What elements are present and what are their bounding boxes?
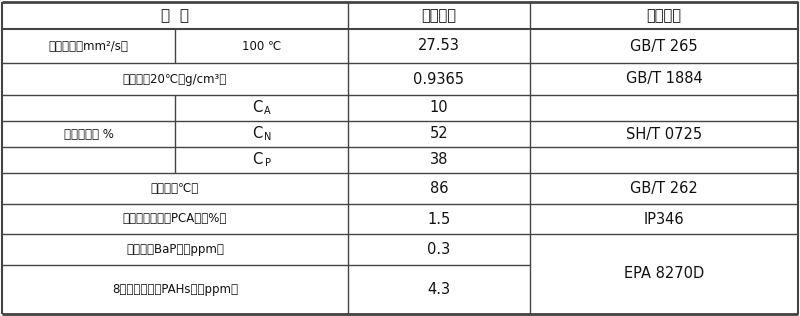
Text: 检测结果: 检测结果: [422, 8, 457, 23]
Text: 结构族组成 %: 结构族组成 %: [63, 127, 114, 141]
Text: EPA 8270D: EPA 8270D: [624, 266, 704, 282]
Text: 4.3: 4.3: [427, 282, 450, 297]
Text: C: C: [252, 126, 262, 142]
Text: 52: 52: [430, 126, 448, 142]
Text: GB/T 1884: GB/T 1884: [626, 71, 702, 87]
Text: N: N: [264, 132, 271, 142]
Text: 项  目: 项 目: [161, 8, 189, 23]
Text: 8种稠环芳烃（PAHs）（ppm）: 8种稠环芳烃（PAHs）（ppm）: [112, 283, 238, 296]
Text: SH/T 0725: SH/T 0725: [626, 126, 702, 142]
Text: 10: 10: [430, 100, 448, 116]
Text: 1.5: 1.5: [427, 211, 450, 227]
Text: 38: 38: [430, 153, 448, 167]
Text: 0.9365: 0.9365: [414, 71, 465, 87]
Text: 苯胺点（℃）: 苯胺点（℃）: [151, 182, 199, 195]
Text: P: P: [265, 158, 270, 168]
Text: 86: 86: [430, 181, 448, 196]
Text: 0.3: 0.3: [427, 242, 450, 257]
Text: 多环芳烃含量（PCA）（%）: 多环芳烃含量（PCA）（%）: [123, 212, 227, 226]
Text: 27.53: 27.53: [418, 39, 460, 53]
Text: C: C: [252, 153, 262, 167]
Text: C: C: [252, 100, 262, 116]
Text: GB/T 262: GB/T 262: [630, 181, 698, 196]
Text: 运动精度（mm²/s）: 运动精度（mm²/s）: [49, 40, 129, 52]
Text: 100 ℃: 100 ℃: [242, 40, 281, 52]
Text: IP346: IP346: [644, 211, 684, 227]
Text: GB/T 265: GB/T 265: [630, 39, 698, 53]
Text: A: A: [264, 106, 271, 116]
Text: 检验方法: 检验方法: [646, 8, 682, 23]
Text: 密度　（20℃，g/cm³）: 密度 （20℃，g/cm³）: [123, 72, 227, 86]
Text: 苯并芙（BaP）（ppm）: 苯并芙（BaP）（ppm）: [126, 243, 224, 256]
